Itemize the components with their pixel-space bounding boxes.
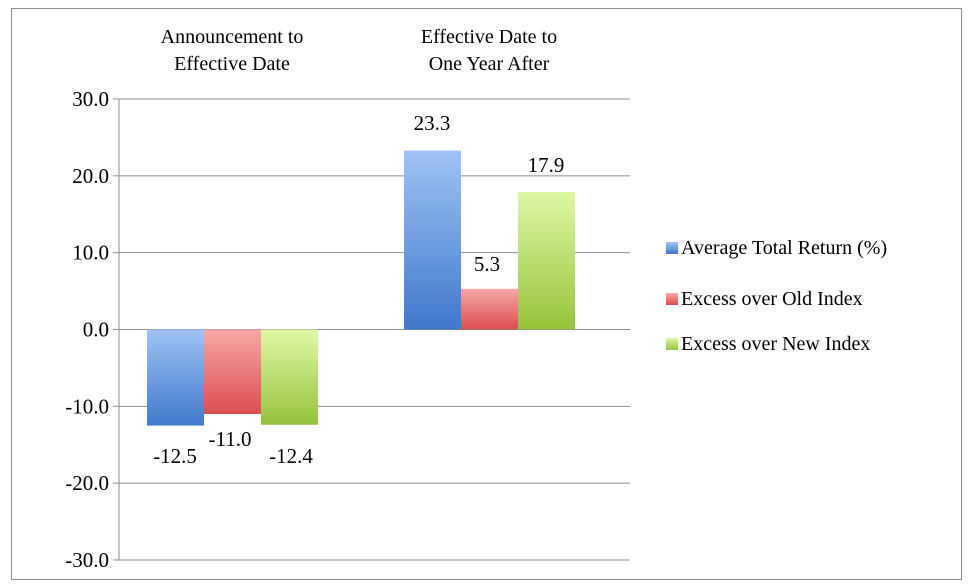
y-tick-label: 0.0 (83, 318, 109, 342)
data-label: -12.4 (269, 444, 313, 468)
bar (518, 191, 575, 330)
legend-swatch (666, 242, 678, 254)
category-labels: Announcement to Effective Date Effective D… (161, 26, 557, 75)
y-tick-label: 30.0 (72, 87, 109, 111)
category-label: One Year After (429, 53, 550, 75)
legend-swatch (666, 293, 678, 305)
data-label: 17.9 (528, 153, 565, 177)
y-tick-label: -30.0 (65, 548, 109, 572)
data-label: -12.5 (153, 444, 197, 468)
legend-entry: Excess over Old Index (681, 288, 863, 310)
category-label: Effective Date (174, 53, 290, 75)
bar (461, 288, 518, 330)
y-tick-label: 10.0 (72, 241, 109, 265)
bar (404, 150, 461, 330)
legend: Average Total Return (%) Excess over Old … (666, 237, 887, 355)
bars (147, 150, 575, 426)
y-axis: 30.0 20.0 10.0 0.0 -10.0 -20.0 -30.0 (65, 87, 120, 572)
data-label: 23.3 (414, 111, 451, 135)
legend-entry: Excess over New Index (681, 333, 870, 355)
y-tick-label: -10.0 (65, 394, 109, 418)
y-tick-label: 20.0 (72, 164, 109, 188)
data-labels: -12.5 -11.0 -12.4 23.3 5.3 17.9 (153, 111, 564, 468)
bar (261, 329, 318, 425)
category-label: Announcement to (161, 26, 304, 48)
legend-entry: Average Total Return (%) (681, 237, 887, 259)
bar (147, 329, 204, 426)
y-tick-label: -20.0 (65, 471, 109, 495)
data-label: 5.3 (474, 252, 500, 276)
bar (204, 329, 261, 415)
legend-swatch (666, 338, 678, 350)
category-label: Effective Date to (421, 26, 557, 48)
data-label: -11.0 (209, 427, 252, 451)
